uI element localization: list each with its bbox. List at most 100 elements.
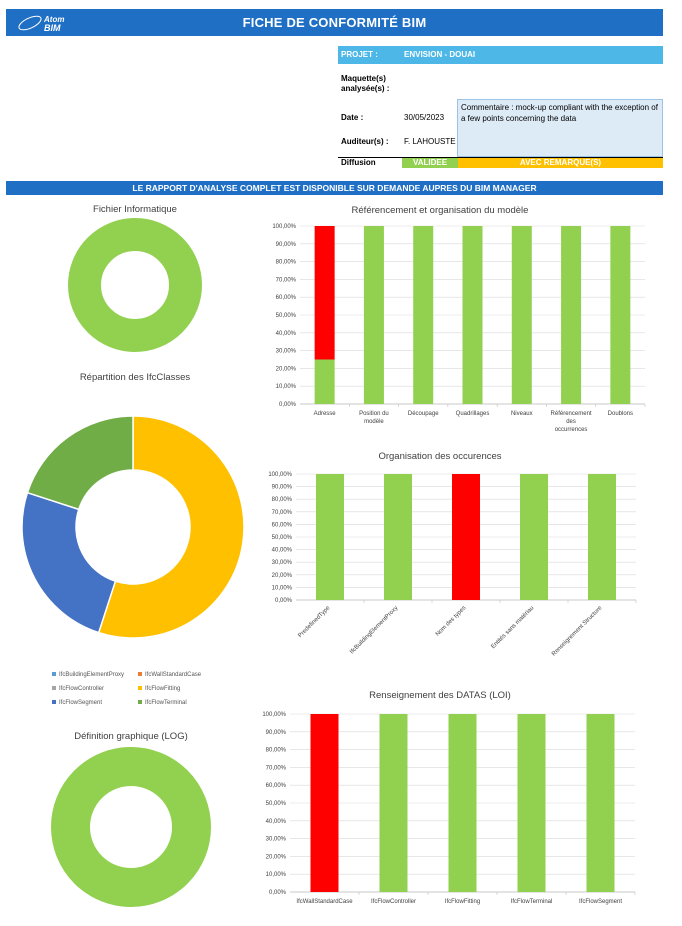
y-tick-label: 80,00% <box>266 748 287 754</box>
log-chart-title: Définition graphique (LOG) <box>74 731 188 742</box>
auditeur-value: F. LAHOUSTE <box>404 137 456 146</box>
y-tick-label: 0,00% <box>279 402 297 408</box>
x-tick-label: IfcFlowSegment <box>579 899 622 905</box>
bar <box>452 474 480 600</box>
bar <box>610 226 631 404</box>
y-tick-label: 30,00% <box>272 560 293 566</box>
legend-item: IfcBuildingElementProxy <box>52 672 124 678</box>
bar <box>314 359 335 404</box>
occ-chart-title: Organisation des occurences <box>378 451 502 462</box>
x-tick-label: Nom des types <box>435 605 468 638</box>
x-tick-label: occurrences <box>555 427 588 433</box>
report-banner: LE RAPPORT D'ANALYSE COMPLET EST DISPONI… <box>6 181 663 195</box>
legend-item: IfcFlowTerminal <box>138 700 187 706</box>
bar <box>561 226 582 404</box>
y-tick-label: 20,00% <box>276 366 297 372</box>
loi-bar-chart: 0,00% 10,00% 20,00% 30,00% 40,00% 50,00% 60,00… <box>262 712 636 905</box>
y-tick-label: 0,00% <box>269 890 287 896</box>
x-tick-label: IfcFlowTerminal <box>511 899 553 905</box>
maquette-label: Maquette(s) analysée(s) : <box>341 74 390 93</box>
ifc-chart-title: Répartition des IfcClasses <box>79 372 191 383</box>
ref-bar-chart: 0,00% 10,00% 20,00% 30,00% 40,00% 50,00% 60,00… <box>272 224 646 433</box>
donut-slice-ifcflowfitting <box>97 415 245 639</box>
y-tick-label: 0,00% <box>275 598 293 604</box>
x-tick-label: modèle <box>364 419 384 425</box>
diffusion-label: Diffusion <box>341 158 376 167</box>
y-tick-label: 20,00% <box>266 854 287 860</box>
occ-bar-chart: 0,00% 10,00% 20,00% 30,00% 40,00% 50,00% 60,00… <box>268 472 637 658</box>
projet-value: ENVISION - DOUAI <box>404 50 476 59</box>
loi-chart-title: Renseignement des DATAS (LOI) <box>369 690 511 701</box>
bar <box>413 226 434 404</box>
bar <box>384 474 412 600</box>
y-tick-label: 30,00% <box>276 349 297 355</box>
x-tick-label: IfcFlowController <box>371 899 416 905</box>
legend-label: IfcFlowFitting <box>145 686 181 692</box>
y-tick-label: 60,00% <box>266 783 287 789</box>
legend-swatch <box>138 700 142 705</box>
ref-chart-title: Référencement et organisation du modèle <box>351 205 529 216</box>
logo-line2: BIM <box>44 23 61 33</box>
x-tick-label: Niveaux <box>511 411 533 417</box>
legend-item: IfcFlowController <box>52 686 104 692</box>
auditeur-label: Auditeur(s) : <box>341 137 389 146</box>
bar <box>517 714 546 892</box>
bar <box>314 226 335 360</box>
y-tick-label: 40,00% <box>266 819 287 825</box>
date-value: 30/05/2023 <box>404 113 445 122</box>
donut-slice <box>68 218 202 352</box>
x-tick-label: Référencement <box>551 411 592 417</box>
x-tick-label: Renseignement Structure <box>551 605 604 658</box>
bar <box>316 474 344 600</box>
atom-bim-logo: Atom BIM <box>18 15 64 33</box>
x-tick-label: IfcWallStandardCase <box>296 899 353 905</box>
table-divider <box>338 157 663 158</box>
y-tick-label: 70,00% <box>272 510 293 516</box>
y-tick-label: 40,00% <box>272 548 293 554</box>
project-info-table: PROJET : ENVISION - DOUAI Maquette(s) an… <box>338 46 663 168</box>
y-tick-label: 30,00% <box>266 837 287 843</box>
header-bar: Atom BIM FICHE DE CONFORMITÉ BIM <box>6 9 663 36</box>
y-tick-label: 80,00% <box>272 497 293 503</box>
y-tick-label: 90,00% <box>272 485 293 491</box>
bar <box>379 714 408 892</box>
y-tick-label: 80,00% <box>276 260 297 266</box>
donut-slice-ifcflowterminal <box>26 415 134 511</box>
x-tick-label: PredefinedType <box>297 605 331 639</box>
donut-slice-ifcflowsegment <box>21 491 117 634</box>
x-tick-label: IfcFlowFitting <box>445 899 480 905</box>
legend-swatch <box>52 700 56 705</box>
bar <box>462 226 483 404</box>
y-tick-label: 60,00% <box>276 295 297 301</box>
bar <box>588 474 616 600</box>
x-tick-label: Quadrillages <box>456 411 490 417</box>
legend-item: IfcWallStandardCase <box>138 672 201 678</box>
fichier-chart-title: Fichier Informatique <box>93 204 177 215</box>
x-tick-label: IfcBuildingElementProxy <box>349 605 399 655</box>
page-title: FICHE DE CONFORMITÉ BIM <box>242 15 427 30</box>
y-tick-label: 10,00% <box>276 384 297 390</box>
y-tick-label: 40,00% <box>276 331 297 337</box>
legend-label: IfcBuildingElementProxy <box>59 672 125 678</box>
x-tick-label: Doublons <box>608 411 633 417</box>
legend-label: IfcFlowTerminal <box>145 700 187 706</box>
donut-slice <box>51 747 211 907</box>
ifc-legend: IfcBuildingElementProxy IfcWallStandardC… <box>52 672 252 712</box>
x-tick-label: Position du <box>359 411 389 417</box>
y-tick-label: 70,00% <box>276 277 297 283</box>
y-tick-label: 50,00% <box>272 535 293 541</box>
y-tick-label: 10,00% <box>266 872 287 878</box>
projet-row <box>338 46 663 64</box>
bar <box>586 714 615 892</box>
ifc-donut-chart <box>21 415 245 639</box>
x-tick-label: Entités sans matériau <box>490 605 535 650</box>
legend-label: IfcFlowSegment <box>59 700 103 706</box>
legend-label: IfcWallStandardCase <box>145 672 202 678</box>
x-tick-label: Adresse <box>314 411 337 417</box>
y-tick-label: 10,00% <box>272 585 293 591</box>
date-label: Date : <box>341 113 364 122</box>
bar <box>520 474 548 600</box>
bar <box>363 226 384 404</box>
y-tick-label: 90,00% <box>276 242 297 248</box>
y-tick-label: 20,00% <box>272 573 293 579</box>
